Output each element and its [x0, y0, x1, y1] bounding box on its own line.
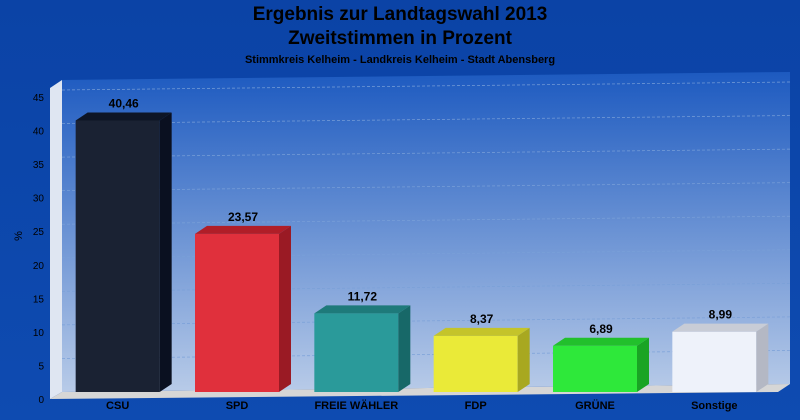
bar-front — [75, 120, 160, 392]
bar-value-label: 23,57 — [228, 210, 258, 224]
bar-top — [553, 337, 649, 346]
bar-front — [314, 313, 399, 392]
y-tick-label: 30 — [33, 194, 45, 205]
bar-front — [195, 233, 279, 392]
bar-value-label: 6,89 — [589, 322, 613, 336]
bar-front — [433, 335, 518, 392]
bar — [433, 327, 530, 392]
bar — [195, 225, 291, 392]
gridline — [61, 249, 791, 259]
x-tick-label: CSU — [106, 400, 129, 412]
bar-top — [672, 323, 769, 332]
left-wall — [50, 80, 62, 399]
bar-top — [75, 112, 172, 121]
bar-top — [314, 305, 411, 314]
bar-side — [159, 112, 172, 392]
y-tick-label: 20 — [33, 261, 45, 272]
bar — [75, 112, 172, 392]
y-tick-label: 15 — [33, 294, 45, 305]
bar-top — [195, 225, 291, 234]
gridline — [61, 81, 791, 91]
bar-front — [672, 331, 757, 392]
y-tick-label: 45 — [33, 93, 45, 104]
bar-side — [637, 337, 649, 392]
bar-side — [279, 225, 291, 392]
bar-value-label: 40,46 — [109, 96, 139, 110]
y-tick-label: 0 — [38, 395, 44, 406]
gridline — [61, 282, 791, 292]
y-axis-label: % — [13, 231, 25, 241]
x-tick-label: FREIE WÄHLER — [314, 399, 398, 412]
x-tick-label: SPD — [226, 400, 249, 412]
x-tick-label: GRÜNE — [575, 399, 615, 412]
bar — [553, 337, 649, 392]
y-tick-label: 35 — [33, 160, 45, 171]
gridline — [61, 215, 791, 225]
bar — [672, 323, 769, 392]
y-tick-label: 5 — [38, 361, 44, 372]
bar — [314, 305, 411, 392]
gridline — [61, 115, 791, 124]
bar-side — [398, 305, 411, 392]
bar-value-label: 8,99 — [709, 308, 733, 322]
gridline — [61, 350, 791, 359]
bar-front — [553, 345, 637, 392]
gridline — [61, 316, 791, 326]
bar-value-label: 8,37 — [470, 312, 494, 326]
chart-caption: Stimmkreis Kelheim - Landkreis Kelheim -… — [244, 54, 556, 66]
x-tick-label: Sonstige — [691, 400, 737, 412]
x-tick-label: FDP — [465, 400, 487, 412]
bar-value-label: 11,72 — [348, 289, 378, 303]
y-tick-label: 10 — [33, 328, 45, 339]
gridline — [61, 148, 791, 158]
bar-top — [433, 327, 530, 336]
bar-side — [756, 323, 769, 392]
chart-subtitle: Zweitstimmen in Prozent — [288, 28, 512, 49]
y-tick-label: 40 — [33, 127, 45, 138]
y-tick-label: 25 — [33, 227, 45, 238]
gridline — [61, 182, 791, 192]
bar-side — [517, 327, 530, 392]
chart-title: Ergebnis zur Landtagswahl 2013 — [252, 4, 548, 25]
